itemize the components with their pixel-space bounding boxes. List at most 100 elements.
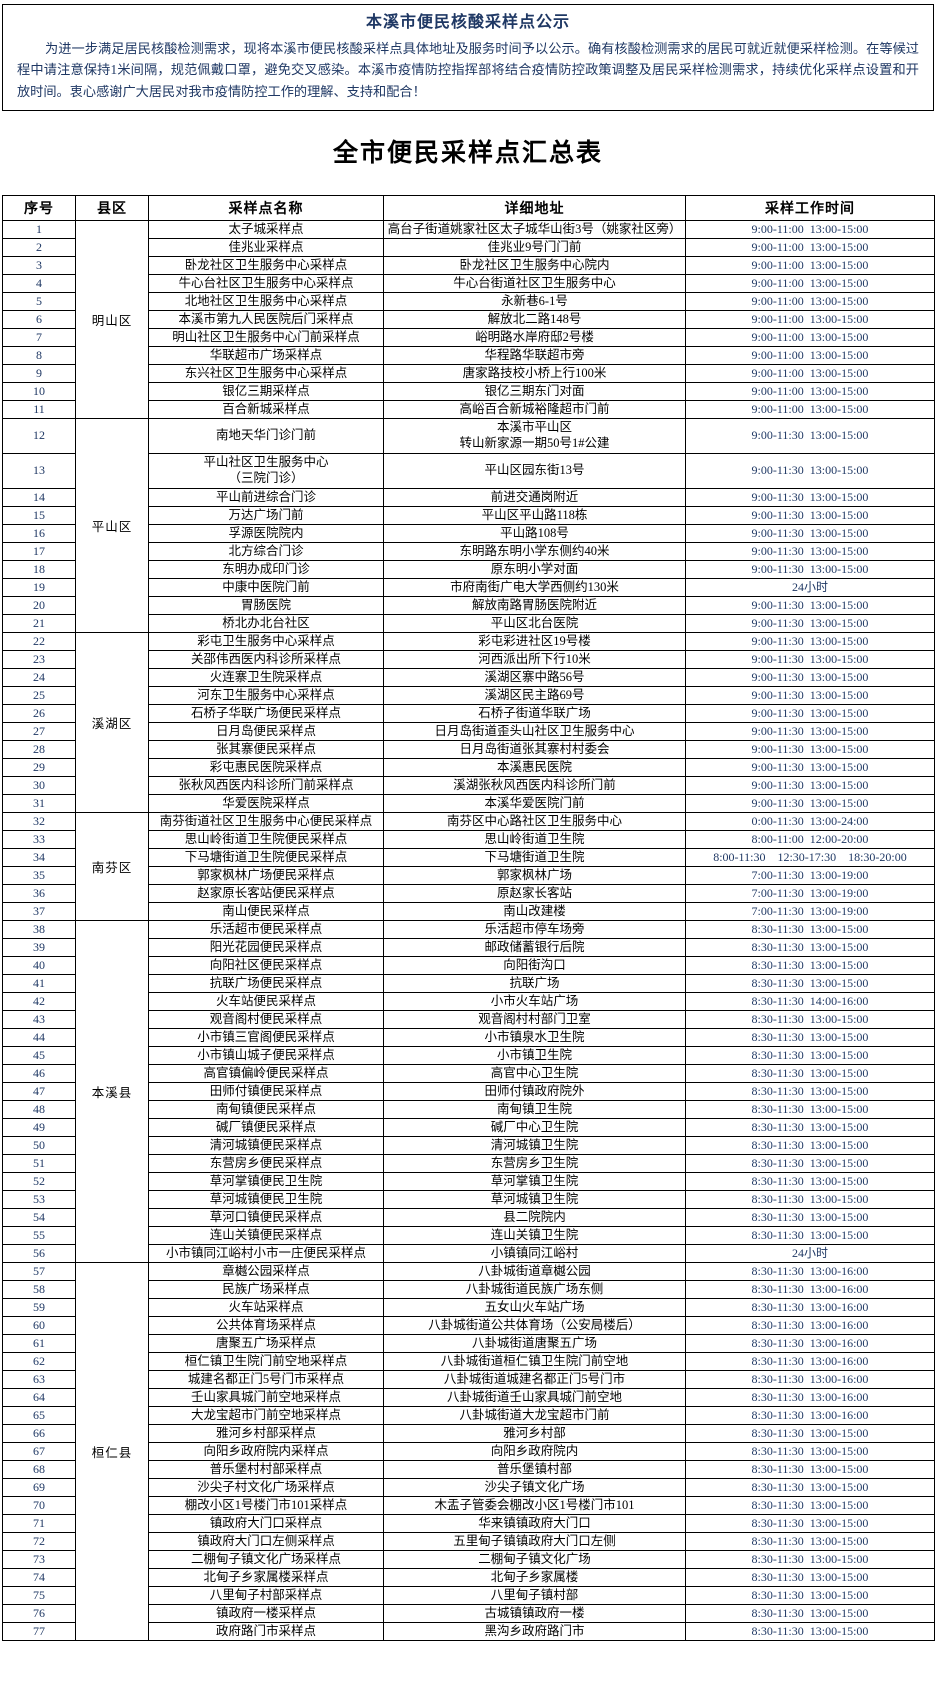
cell-index: 13 bbox=[2, 452, 76, 489]
cell-index: 24 bbox=[2, 667, 76, 687]
cell-index: 23 bbox=[2, 649, 76, 669]
cell-index: 10 bbox=[2, 381, 76, 401]
cell-index: 17 bbox=[2, 541, 76, 561]
cell-hours: 8:30-11:30 13:00-15:00 bbox=[685, 973, 935, 993]
cell-address: 八卦城街道壬山家具城门前空地 bbox=[383, 1387, 686, 1407]
cell-hours: 8:00-11:00 12:00-20:00 bbox=[685, 829, 935, 849]
cell-site-name: 银亿三期采样点 bbox=[148, 381, 384, 401]
cell-hours: 0:00-11:30 13:00-24:00 bbox=[685, 811, 935, 831]
cell-index: 57 bbox=[2, 1261, 76, 1281]
cell-address: 河西派出所下行10米 bbox=[383, 649, 686, 669]
cell-index: 51 bbox=[2, 1153, 76, 1173]
cell-address: 南芬区中心路社区卫生服务中心 bbox=[383, 811, 686, 831]
cell-site-name: 佳兆业采样点 bbox=[148, 237, 384, 257]
table-row: 54 草河口镇便民采样点 县二院院内 8:30-11:30 13:00-15:00 bbox=[2, 1207, 935, 1227]
cell-index: 41 bbox=[2, 973, 76, 993]
table-row: 65 大龙宝超市门前空地采样点 八卦城街道大龙宝超市门前 8:30-11:30 13:… bbox=[2, 1405, 935, 1425]
cell-site-name: 清河城镇便民采样点 bbox=[148, 1135, 384, 1155]
table-row: 33 思山岭街道卫生院便民采样点 思山岭街道卫生院 8:00-11:00 12:00-… bbox=[2, 829, 935, 849]
cell-index: 9 bbox=[2, 363, 76, 383]
cell-address: 平山区平山路118栋 bbox=[383, 505, 686, 525]
cell-address: 石桥子街道华联广场 bbox=[383, 703, 686, 723]
cell-index: 6 bbox=[2, 309, 76, 329]
cell-site-name: 北甸子乡家属楼采样点 bbox=[148, 1567, 384, 1587]
cell-site-name: 明山社区卫生服务中心门前采样点 bbox=[148, 327, 384, 347]
cell-hours: 8:30-11:30 13:00-15:00 bbox=[685, 937, 935, 957]
table-row: 38 本溪县 乐活超市便民采样点 乐活超市停车场旁 8:30-11:30 13:00-1… bbox=[2, 919, 935, 1263]
cell-site-name: 棚改小区1号楼门市101采样点 bbox=[148, 1495, 384, 1515]
cell-index: 65 bbox=[2, 1405, 76, 1425]
cell-hours: 9:00-11:30 13:00-15:00 bbox=[685, 631, 935, 651]
cell-hours: 9:00-11:30 13:00-15:00 bbox=[685, 613, 935, 633]
cell-site-name: 唐聚五广场采样点 bbox=[148, 1333, 384, 1353]
cell-site-name: 向阳乡政府院内采样点 bbox=[148, 1441, 384, 1461]
cell-index: 1 bbox=[2, 219, 76, 239]
table-row: 77 政府路门市采样点 黑沟乡政府路门市 8:30-11:30 13:00-15:00 bbox=[2, 1621, 935, 1641]
cell-address: 草河掌镇卫生院 bbox=[383, 1171, 686, 1191]
cell-address: 思山岭街道卫生院 bbox=[383, 829, 686, 849]
cell-hours: 8:30-11:30 13:00-15:00 bbox=[685, 1027, 935, 1047]
cell-hours: 8:30-11:30 13:00-15:00 bbox=[685, 1099, 935, 1119]
cell-site-name: 北方综合门诊 bbox=[148, 541, 384, 561]
cell-index: 55 bbox=[2, 1225, 76, 1245]
cell-site-name: 草河口镇便民采样点 bbox=[148, 1207, 384, 1227]
cell-address: 黑沟乡政府路门市 bbox=[383, 1621, 686, 1641]
table-row: 39 阳光花园便民采样点 邮政储蓄银行后院 8:30-11:30 13:00-15:0… bbox=[2, 937, 935, 957]
cell-address: 峪明路水岸府邸2号楼 bbox=[383, 327, 686, 347]
cell-hours: 9:00-11:00 13:00-15:00 bbox=[685, 309, 935, 329]
table-row: 58 民族广场采样点 八卦城街道民族广场东侧 8:30-11:30 13:00-16:… bbox=[2, 1279, 935, 1299]
col-header-index: 序号 bbox=[2, 194, 76, 221]
cell-index: 26 bbox=[2, 703, 76, 723]
cell-site-name: 中康中医院门前 bbox=[148, 577, 384, 597]
cell-index: 20 bbox=[2, 595, 76, 615]
cell-index: 18 bbox=[2, 559, 76, 579]
cell-index: 3 bbox=[2, 255, 76, 275]
cell-hours: 9:00-11:30 13:00-15:00 bbox=[685, 757, 935, 777]
table-row: 41 抗联广场便民采样点 抗联广场 8:30-11:30 13:00-15:00 bbox=[2, 973, 935, 993]
cell-site-name: 民族广场采样点 bbox=[148, 1279, 384, 1299]
cell-site-name: 关邵伟西医内科诊所采样点 bbox=[148, 649, 384, 669]
cell-index: 60 bbox=[2, 1315, 76, 1335]
cell-address: 永新巷6-1号 bbox=[383, 291, 686, 311]
cell-address: 小镇镇同江峪村 bbox=[383, 1243, 686, 1263]
cell-index: 21 bbox=[2, 613, 76, 633]
cell-address: 本溪华爱医院门前 bbox=[383, 793, 686, 813]
cell-hours: 8:30-11:30 13:00-15:00 bbox=[685, 1189, 935, 1209]
cell-index: 45 bbox=[2, 1045, 76, 1065]
cell-hours: 8:30-11:30 13:00-15:00 bbox=[685, 919, 935, 939]
cell-site-name: 镇政府一楼采样点 bbox=[148, 1603, 384, 1623]
table-row: 55 连山关镇便民采样点 连山关镇卫生院 8:30-11:30 13:00-15:00 bbox=[2, 1225, 935, 1245]
cell-address: 清河城镇卫生院 bbox=[383, 1135, 686, 1155]
cell-hours: 9:00-11:30 13:00-15:00 bbox=[685, 703, 935, 723]
cell-hours: 8:30-11:30 13:00-15:00 bbox=[685, 1081, 935, 1101]
cell-index: 72 bbox=[2, 1531, 76, 1551]
cell-index: 52 bbox=[2, 1171, 76, 1191]
sampling-sites-table: 序号 县区 采样点名称 详细地址 采样工作时间 1 明山区 太子城采样点 高台子街道姚… bbox=[2, 194, 935, 1641]
cell-site-name: 赵家原长客站便民采样点 bbox=[148, 883, 384, 903]
cell-hours: 7:00-11:30 13:00-19:00 bbox=[685, 865, 935, 885]
col-header-hours: 采样工作时间 bbox=[685, 194, 935, 221]
cell-site-name: 下马塘街道卫生院便民采样点 bbox=[148, 847, 384, 867]
cell-index: 46 bbox=[2, 1063, 76, 1083]
cell-index: 30 bbox=[2, 775, 76, 795]
cell-index: 69 bbox=[2, 1477, 76, 1497]
cell-site-name: 卧龙社区卫生服务中心采样点 bbox=[148, 255, 384, 275]
cell-address: 向阳乡政府院内 bbox=[383, 1441, 686, 1461]
cell-site-name: 火连寨卫生院采样点 bbox=[148, 667, 384, 687]
cell-address: 碱厂中心卫生院 bbox=[383, 1117, 686, 1137]
cell-address: 田师付镇政府院外 bbox=[383, 1081, 686, 1101]
cell-index: 36 bbox=[2, 883, 76, 903]
cell-site-name: 小市镇三官阁便民采样点 bbox=[148, 1027, 384, 1047]
cell-hours: 8:30-11:30 13:00-15:00 bbox=[685, 1045, 935, 1065]
cell-hours: 8:30-11:30 13:00-15:00 bbox=[685, 1477, 935, 1497]
cell-address: 八卦城街道公共体育场（公安局楼后） bbox=[383, 1315, 686, 1335]
cell-address: 下马塘街道卫生院 bbox=[383, 847, 686, 867]
cell-address: 银亿三期东门对面 bbox=[383, 381, 686, 401]
cell-hours: 9:00-11:00 13:00-15:00 bbox=[685, 255, 935, 275]
table-row: 23 关邵伟西医内科诊所采样点 河西派出所下行10米 9:00-11:30 13:00… bbox=[2, 649, 935, 669]
table-row: 22 溪湖区 彩屯卫生服务中心采样点 彩屯彩进社区19号楼 9:00-11:30 13:… bbox=[2, 631, 935, 813]
table-row: 50 清河城镇便民采样点 清河城镇卫生院 8:30-11:30 13:00-15:00 bbox=[2, 1135, 935, 1155]
cell-hours: 8:30-11:30 13:00-15:00 bbox=[685, 1207, 935, 1227]
cell-index: 74 bbox=[2, 1567, 76, 1587]
cell-site-name: 南芬街道社区卫生服务中心便民采样点 bbox=[148, 811, 384, 831]
